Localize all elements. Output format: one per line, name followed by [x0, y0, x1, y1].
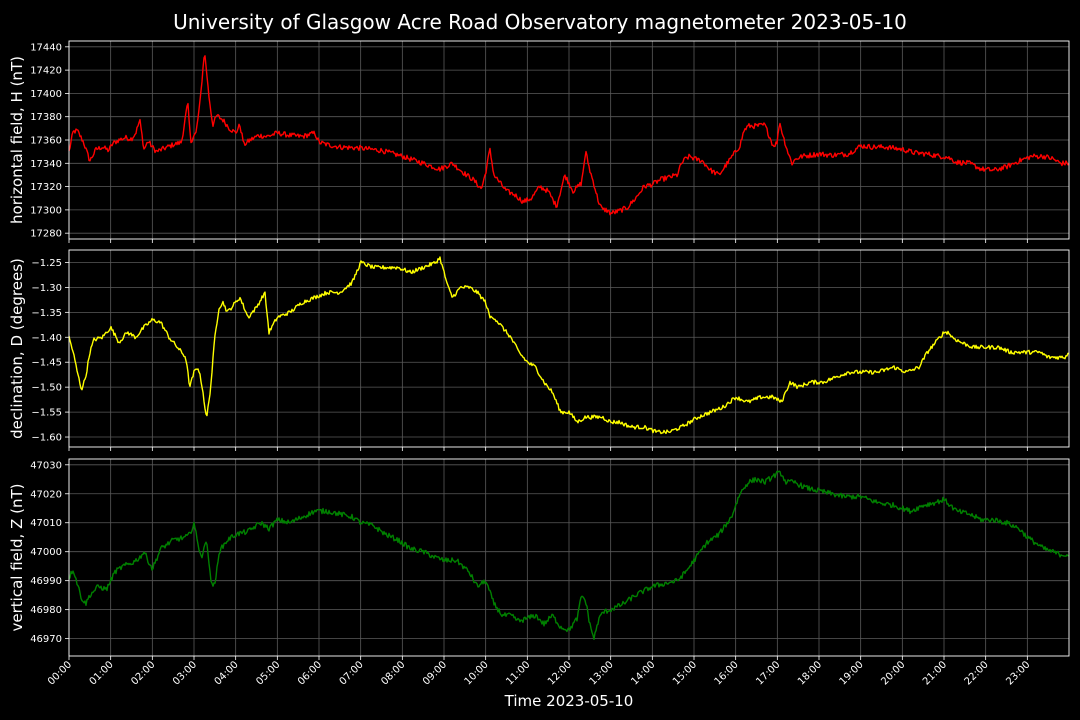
y-axis-label: vertical field, Z (nT) [8, 483, 26, 631]
y-tick-label: 17320 [30, 182, 62, 193]
x-tick-label: 16:00 [713, 659, 741, 687]
y-tick-label: 47030 [30, 460, 62, 471]
y-tick-label: 17360 [30, 136, 62, 147]
x-tick-label: 05:00 [254, 659, 282, 687]
x-tick-label: 14:00 [629, 659, 657, 687]
x-tick-label: 18:00 [796, 659, 824, 687]
x-tick-label: 08:00 [379, 659, 407, 687]
axes-frame [68, 40, 1070, 240]
y-tick-label: 47020 [30, 489, 62, 500]
x-tick-label: 22:00 [963, 659, 991, 687]
x-tick-label: 12:00 [546, 659, 574, 687]
y-axis-label: declination, D (degrees) [8, 258, 26, 439]
x-tick-label: 03:00 [171, 659, 199, 687]
x-tick-label: 13:00 [588, 659, 616, 687]
y-tick-label: −1.30 [31, 283, 62, 294]
y-axis-label: horizontal field, H (nT) [8, 56, 26, 224]
y-tick-label: 47010 [30, 518, 62, 529]
x-tick-label: 00:00 [46, 659, 74, 687]
x-tick-label: 23:00 [1004, 659, 1032, 687]
y-tick-label: 17440 [30, 42, 62, 53]
figure-title: University of Glasgow Acre Road Observat… [173, 10, 907, 34]
axes-frame [68, 249, 1070, 448]
time-axis: 00:00 01:00 02:00 03:00 04:00 05:00 06:00 07:00… [46, 659, 1032, 687]
x-tick-label: 04:00 [213, 659, 241, 687]
axes-frame [68, 458, 1070, 657]
y-tick-label: −1.55 [31, 408, 62, 419]
y-tick-label: 17280 [30, 229, 62, 240]
y-tick-label: 46970 [30, 634, 62, 645]
x-tick-label: 11:00 [504, 659, 532, 687]
data-trace [68, 470, 1070, 640]
x-tick-label: 17:00 [754, 659, 782, 687]
h-field-panel: 17280 17300 17320 17340 17360 17380 17400 17420… [8, 40, 1070, 243]
y-tick-label: −1.45 [31, 358, 62, 369]
x-axis-label: Time 2023-05-10 [504, 692, 634, 710]
y-tick-label: −1.50 [31, 383, 62, 394]
x-tick-label: 06:00 [296, 659, 324, 687]
data-trace [68, 55, 1070, 216]
y-tick-label: 17340 [30, 159, 62, 170]
x-tick-label: 07:00 [338, 659, 366, 687]
x-tick-label: 20:00 [879, 659, 907, 687]
z-field-panel: 46970 46980 46990 47000 47010 47020 47030 verti… [8, 458, 1070, 660]
y-tick-label: 17420 [30, 66, 62, 77]
x-tick-label: 09:00 [421, 659, 449, 687]
y-tick-label: −1.60 [31, 433, 62, 444]
x-tick-label: 21:00 [921, 659, 949, 687]
y-tick-label: −1.25 [31, 258, 62, 269]
y-tick-label: −1.40 [31, 333, 62, 344]
y-tick-label: 46990 [30, 576, 62, 587]
y-tick-label: 17380 [30, 112, 62, 123]
declination-panel: −1.60 −1.55 −1.50 −1.45 −1.40 −1.35 −1.30 −1.25… [8, 249, 1070, 451]
y-tick-label: 17400 [30, 89, 62, 100]
x-tick-label: 10:00 [463, 659, 491, 687]
x-tick-label: 15:00 [671, 659, 699, 687]
data-trace [68, 256, 1069, 435]
y-tick-label: 46980 [30, 605, 62, 616]
x-tick-label: 02:00 [129, 659, 157, 687]
y-tick-label: 17300 [30, 205, 62, 216]
x-tick-label: 01:00 [88, 659, 116, 687]
y-tick-label: −1.35 [31, 308, 62, 319]
y-tick-label: 47000 [30, 547, 62, 558]
x-tick-label: 19:00 [838, 659, 866, 687]
